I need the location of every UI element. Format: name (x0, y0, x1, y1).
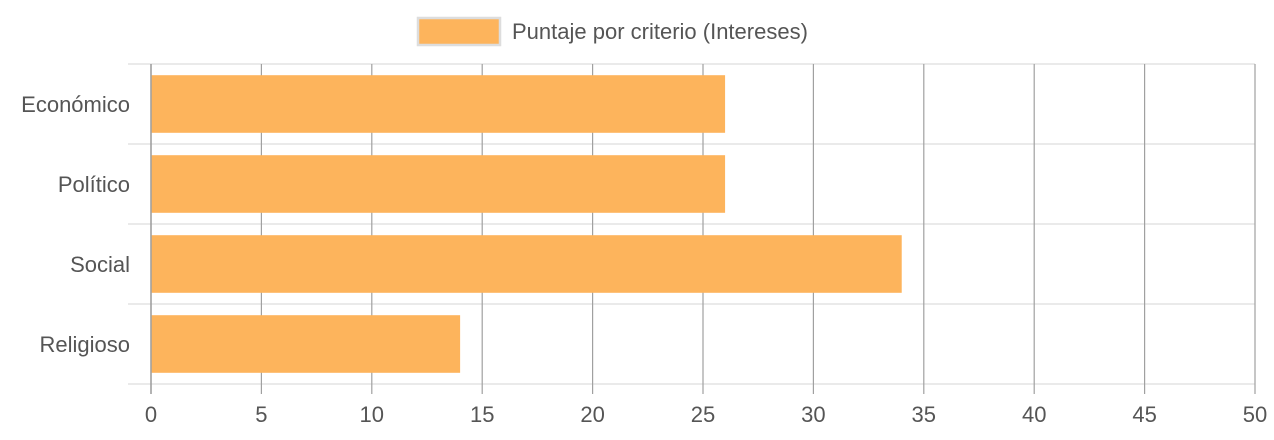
bar-layer (151, 75, 902, 373)
bar[interactable] (151, 235, 902, 293)
bar[interactable] (151, 75, 726, 133)
y-category-label: Económico (21, 92, 130, 117)
x-tick-label: 40 (1022, 402, 1046, 427)
bar[interactable] (151, 315, 461, 373)
x-tick-label: 20 (580, 402, 604, 427)
x-tick-label: 45 (1132, 402, 1156, 427)
x-tick-label: 25 (691, 402, 715, 427)
legend-swatch[interactable] (416, 16, 502, 47)
x-tick-label: 35 (912, 402, 936, 427)
x-tick-label: 50 (1243, 402, 1267, 427)
y-category-label: Social (70, 252, 130, 277)
x-tick-label: 5 (255, 402, 267, 427)
legend-label[interactable]: Puntaje por criterio (Intereses) (512, 19, 808, 44)
x-tick-label: 15 (470, 402, 494, 427)
x-tick-label: 30 (801, 402, 825, 427)
axis-layer: 0 5 10 15 20 25 30 35 40 45 50 Económico Político Soc… (21, 64, 1267, 427)
bar[interactable] (151, 155, 726, 213)
x-tick-label: 10 (360, 402, 384, 427)
y-category-label: Político (58, 172, 130, 197)
y-category-label: Religioso (40, 332, 131, 357)
legend[interactable]: Puntaje por criterio (Intereses) (416, 16, 808, 47)
x-tick-label: 0 (145, 402, 157, 427)
